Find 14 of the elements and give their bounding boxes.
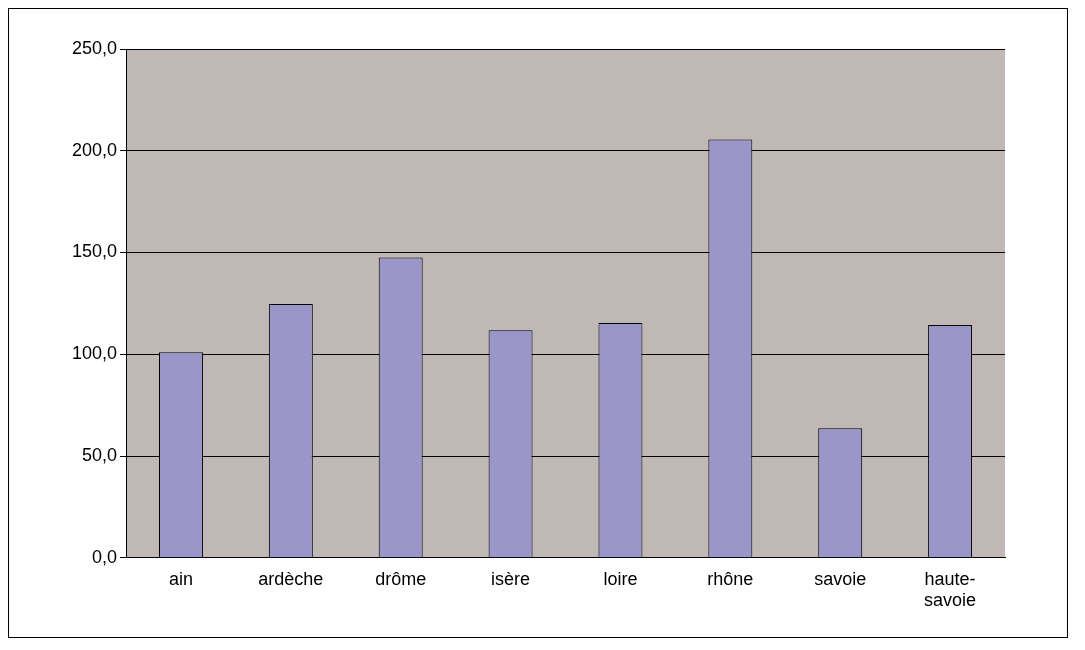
y-tick-label: 150,0: [72, 241, 118, 262]
y-tick-label: 0,0: [92, 546, 118, 567]
y-tick-label: 250,0: [72, 37, 118, 58]
x-tick-label: haute-savoie: [924, 568, 977, 611]
x-tick-label: ardèche: [258, 568, 324, 589]
x-tick-label: drôme: [375, 568, 427, 589]
y-tick-label: 200,0: [72, 139, 118, 160]
y-tick-label: 100,0: [72, 343, 118, 364]
x-tick-label: isère: [491, 568, 531, 589]
x-tick-label: ain: [168, 568, 193, 589]
y-tick-label: 50,0: [82, 445, 118, 466]
x-tick-label: savoie: [814, 568, 867, 589]
x-tick-label: rhône: [707, 568, 754, 589]
x-tick-label: loire: [603, 568, 638, 589]
